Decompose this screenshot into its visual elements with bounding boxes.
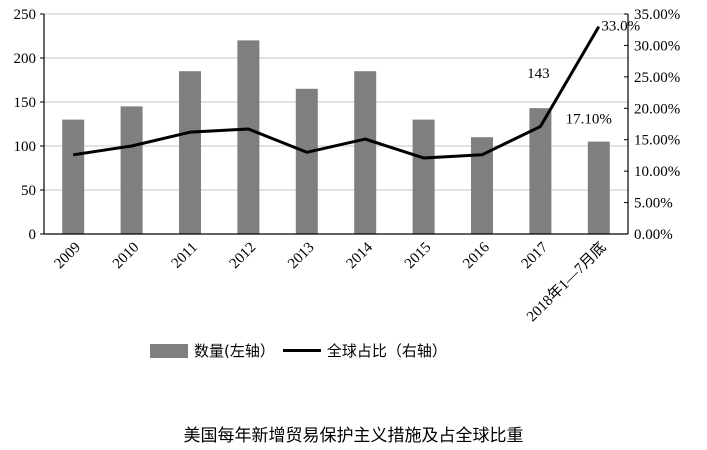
left-tick-label: 200 — [14, 51, 37, 67]
x-tick-label: 2014 — [344, 239, 377, 272]
bar — [529, 108, 552, 234]
x-tick-label: 2010 — [110, 240, 143, 273]
bar — [471, 137, 493, 234]
left-tick-label: 50 — [21, 183, 36, 199]
right-tick-label: 35.00% — [634, 7, 680, 23]
x-tick-label: 2011 — [169, 240, 201, 272]
x-tick-label: 2013 — [285, 240, 318, 273]
data-label-2017-count: 143 — [527, 66, 550, 82]
left-axis-ticks: 0 50 100 150 200 250 — [14, 7, 44, 243]
bar — [120, 106, 143, 234]
right-axis-ticks: 0.00% 5.00% 10.00% 15.00% 20.00% 25.00% 30.00%… — [624, 7, 680, 243]
right-tick-label: 10.00% — [634, 164, 680, 180]
data-label-2018-share: 33.0% — [601, 19, 640, 35]
combo-chart: 0 50 100 150 200 250 0.00% 5.00% 10.00% 15.00% 20… — [14, 7, 681, 325]
data-label-2017-share: 17.10% — [566, 112, 612, 128]
legend: 数量(左轴） 全球占比（右轴） — [150, 340, 447, 361]
right-tick-label: 15.00% — [634, 133, 680, 149]
x-tick-label: 2016 — [460, 239, 493, 272]
bar — [354, 71, 377, 234]
bar — [179, 71, 201, 234]
legend-bar-swatch — [150, 343, 188, 358]
right-tick-label: 5.00% — [634, 196, 673, 212]
x-tick-label: 2017 — [519, 239, 552, 272]
legend-line-label: 全球占比（右轴） — [326, 342, 447, 360]
right-tick-label: 25.00% — [634, 70, 680, 86]
bar-series-count — [62, 40, 610, 235]
left-tick-label: 100 — [14, 139, 37, 155]
x-tick-label: 2015 — [402, 240, 435, 273]
right-tick-label: 20.00% — [634, 101, 680, 117]
legend-line-swatch — [282, 349, 321, 352]
x-tick-label: 2012 — [227, 240, 260, 273]
bar — [295, 88, 318, 234]
chart-title: 美国每年新增贸易保护主义措施及占全球比重 — [183, 426, 524, 446]
bar — [587, 141, 610, 234]
right-tick-label: 30.00% — [634, 38, 680, 54]
left-tick-label: 0 — [29, 227, 37, 243]
legend-bar-label: 数量(左轴） — [194, 342, 275, 360]
bar — [237, 40, 260, 235]
data-labels: 143 17.10% 33.0% — [527, 19, 640, 128]
line-series-global-share — [72, 25, 601, 160]
axes — [43, 14, 629, 235]
left-tick-label: 250 — [14, 7, 37, 23]
bar — [62, 119, 85, 234]
x-axis-ticks: 2009 2010 2011 2012 2013 2014 2015 2016 20172018… — [52, 239, 610, 325]
bar — [412, 119, 435, 234]
x-tick-label: 2009 — [52, 240, 85, 273]
right-tick-label: 0.00% — [634, 227, 673, 243]
left-tick-label: 150 — [14, 95, 37, 111]
